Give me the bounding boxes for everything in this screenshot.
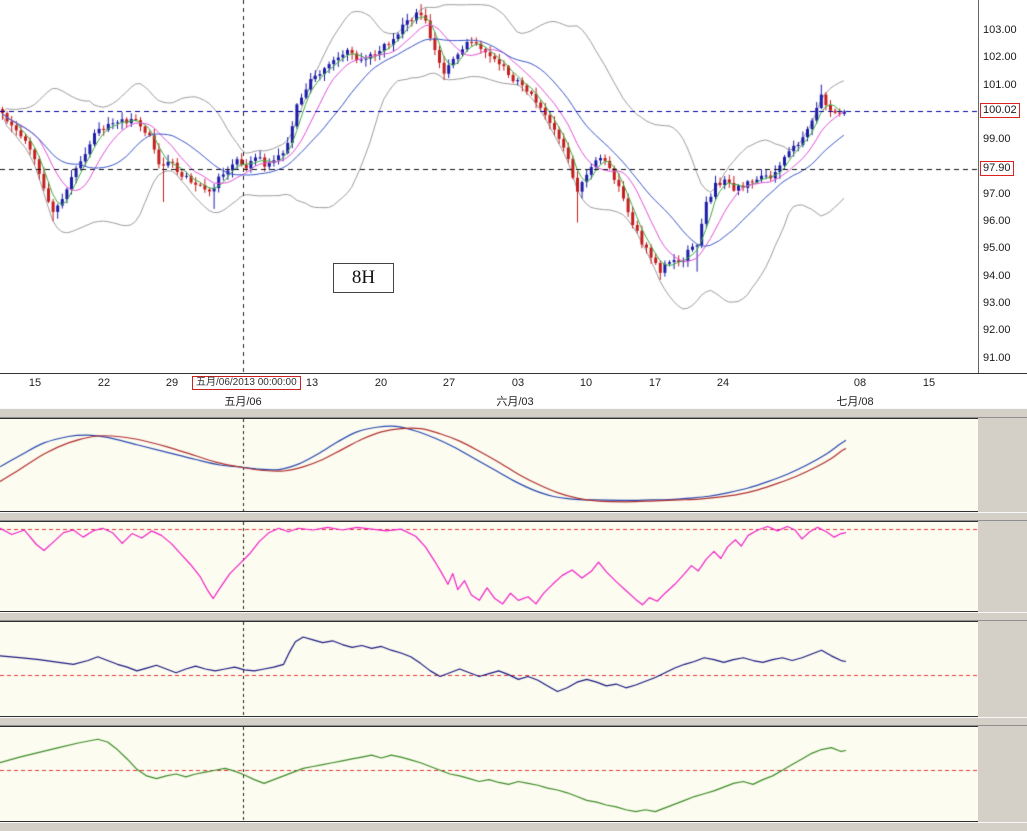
date-axis-day-tick: 15 — [29, 377, 41, 389]
candlestick-chart-canvas[interactable] — [0, 0, 978, 373]
panel-splitter[interactable] — [0, 408, 1027, 418]
price-line-label: 97.90 — [980, 161, 1014, 176]
date-axis-day-tick: 22 — [98, 377, 110, 389]
cursor-date-label: 五月/06/2013 00:00:00 — [192, 376, 301, 390]
date-axis-month-tick: 五月/06 — [224, 393, 261, 408]
price-axis-tick: 103.00 — [983, 24, 1017, 36]
indicator-panel-2[interactable] — [0, 521, 978, 612]
price-axis-tick: 99.00 — [983, 133, 1011, 145]
indicator-chart-canvas-4[interactable] — [0, 727, 978, 821]
price-axis-tick: 102.00 — [983, 51, 1017, 63]
bottom-status-strip — [0, 822, 1027, 831]
date-axis-month-tick: 七月/08 — [836, 393, 873, 408]
price-axis: 103.00102.00101.00100.0099.0098.0097.009… — [978, 0, 1027, 373]
price-axis-tick: 91.00 — [983, 352, 1011, 364]
date-axis-day-tick: 13 — [306, 377, 318, 389]
date-axis-day-tick: 15 — [923, 377, 935, 389]
indicator-panel-4[interactable] — [0, 726, 978, 822]
date-axis-day-tick: 29 — [166, 377, 178, 389]
indicator-chart-canvas-2[interactable] — [0, 522, 978, 611]
price-axis-tick: 92.00 — [983, 324, 1011, 336]
price-axis-tick: 94.00 — [983, 270, 1011, 282]
panel-splitter[interactable] — [0, 612, 1027, 621]
price-axis-tick: 96.00 — [983, 215, 1011, 227]
price-axis-tick: 97.00 — [983, 188, 1011, 200]
date-axis-month-tick: 六月/03 — [496, 393, 533, 408]
date-axis-day-tick: 17 — [649, 377, 661, 389]
price-line-label: 100.02 — [980, 103, 1020, 118]
panel-splitter[interactable] — [0, 717, 1027, 726]
indicator-chart-canvas-3[interactable] — [0, 622, 978, 716]
date-axis-day-tick: 08 — [854, 377, 866, 389]
indicator-chart-canvas-1[interactable] — [0, 419, 978, 511]
indicator-panel-1[interactable] — [0, 418, 978, 512]
timeframe-label: 8H — [333, 263, 394, 293]
date-axis-day-tick: 03 — [512, 377, 524, 389]
price-axis-tick: 101.00 — [983, 79, 1017, 91]
date-axis-day-tick: 24 — [717, 377, 729, 389]
panel-splitter[interactable] — [0, 512, 1027, 521]
date-axis-day-tick: 27 — [443, 377, 455, 389]
main-price-chart[interactable] — [0, 0, 978, 373]
price-axis-tick: 93.00 — [983, 297, 1011, 309]
date-axis: 五月/06/2013 00:00:00 15 22 29 13 20 27 03 10 17 24… — [0, 373, 1027, 408]
date-axis-day-tick: 10 — [580, 377, 592, 389]
trading-chart-window: 8H 103.00102.00101.00100.0099.0098.0097.… — [0, 0, 1027, 831]
indicator-panel-3[interactable] — [0, 621, 978, 717]
date-axis-day-tick: 20 — [375, 377, 387, 389]
price-axis-tick: 95.00 — [983, 242, 1011, 254]
